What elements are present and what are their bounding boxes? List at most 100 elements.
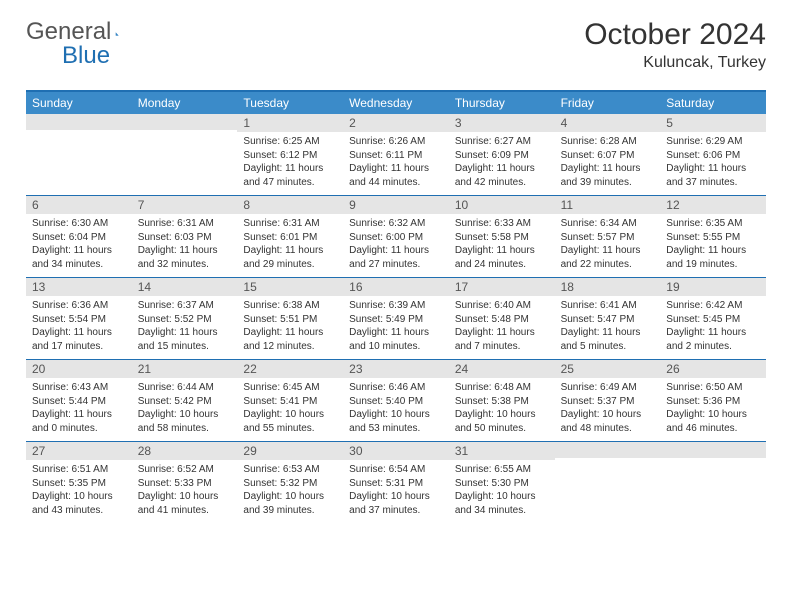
day-line: Sunset: 6:06 PM (666, 149, 760, 163)
day-line: Sunrise: 6:26 AM (349, 135, 443, 149)
day-line: Sunrise: 6:38 AM (243, 299, 337, 313)
day-line: Daylight: 11 hours (561, 244, 655, 258)
title-block: October 2024 Kuluncak, Turkey (584, 18, 766, 72)
day-line: and 7 minutes. (455, 340, 549, 354)
day-number (660, 442, 766, 458)
day-number: 12 (660, 196, 766, 214)
day-line: Sunrise: 6:34 AM (561, 217, 655, 231)
day-line: Sunset: 5:36 PM (666, 395, 760, 409)
day-number: 23 (343, 360, 449, 378)
day-text: Sunrise: 6:33 AMSunset: 5:58 PMDaylight:… (449, 214, 555, 277)
day-line: and 37 minutes. (349, 504, 443, 518)
day-line: and 53 minutes. (349, 422, 443, 436)
day-line: Sunrise: 6:39 AM (349, 299, 443, 313)
day-text: Sunrise: 6:30 AMSunset: 6:04 PMDaylight:… (26, 214, 132, 277)
day-cell: 21Sunrise: 6:44 AMSunset: 5:42 PMDayligh… (132, 360, 238, 441)
day-line: Daylight: 10 hours (243, 408, 337, 422)
day-line: Sunrise: 6:41 AM (561, 299, 655, 313)
day-number: 7 (132, 196, 238, 214)
day-line: Daylight: 11 hours (455, 162, 549, 176)
day-number: 24 (449, 360, 555, 378)
day-line: Sunrise: 6:55 AM (455, 463, 549, 477)
day-cell: 22Sunrise: 6:45 AMSunset: 5:41 PMDayligh… (237, 360, 343, 441)
day-cell: 12Sunrise: 6:35 AMSunset: 5:55 PMDayligh… (660, 196, 766, 277)
day-line: Daylight: 10 hours (455, 490, 549, 504)
day-line: Daylight: 11 hours (138, 244, 232, 258)
day-cell (555, 442, 661, 523)
day-line: Daylight: 11 hours (666, 244, 760, 258)
day-cell: 16Sunrise: 6:39 AMSunset: 5:49 PMDayligh… (343, 278, 449, 359)
day-line: Sunset: 5:54 PM (32, 313, 126, 327)
day-number: 2 (343, 114, 449, 132)
day-number: 1 (237, 114, 343, 132)
day-line: and 12 minutes. (243, 340, 337, 354)
day-number: 30 (343, 442, 449, 460)
day-number: 3 (449, 114, 555, 132)
day-line: and 29 minutes. (243, 258, 337, 272)
day-line: Sunrise: 6:46 AM (349, 381, 443, 395)
day-line: and 55 minutes. (243, 422, 337, 436)
day-header: Sunday (26, 92, 132, 114)
day-line: and 5 minutes. (561, 340, 655, 354)
day-cell: 17Sunrise: 6:40 AMSunset: 5:48 PMDayligh… (449, 278, 555, 359)
day-line: Sunset: 6:12 PM (243, 149, 337, 163)
day-cell: 24Sunrise: 6:48 AMSunset: 5:38 PMDayligh… (449, 360, 555, 441)
day-number: 20 (26, 360, 132, 378)
day-line: and 41 minutes. (138, 504, 232, 518)
day-line: Sunset: 5:49 PM (349, 313, 443, 327)
day-number (26, 114, 132, 130)
week-row: 27Sunrise: 6:51 AMSunset: 5:35 PMDayligh… (26, 442, 766, 523)
day-text: Sunrise: 6:53 AMSunset: 5:32 PMDaylight:… (237, 460, 343, 523)
day-line: Daylight: 10 hours (243, 490, 337, 504)
day-line: and 37 minutes. (666, 176, 760, 190)
day-line: Sunrise: 6:31 AM (243, 217, 337, 231)
day-text: Sunrise: 6:36 AMSunset: 5:54 PMDaylight:… (26, 296, 132, 359)
day-cell (26, 114, 132, 195)
day-cell: 7Sunrise: 6:31 AMSunset: 6:03 PMDaylight… (132, 196, 238, 277)
day-line: Daylight: 10 hours (349, 490, 443, 504)
day-text: Sunrise: 6:51 AMSunset: 5:35 PMDaylight:… (26, 460, 132, 523)
day-line: Daylight: 11 hours (349, 326, 443, 340)
day-text: Sunrise: 6:31 AMSunset: 6:03 PMDaylight:… (132, 214, 238, 277)
day-number: 9 (343, 196, 449, 214)
day-number: 13 (26, 278, 132, 296)
day-line: and 32 minutes. (138, 258, 232, 272)
day-line: and 17 minutes. (32, 340, 126, 354)
day-header: Monday (132, 92, 238, 114)
day-cell: 4Sunrise: 6:28 AMSunset: 6:07 PMDaylight… (555, 114, 661, 195)
calendar-page: General October 2024 Kuluncak, Turkey Bl… (0, 0, 792, 541)
day-line: and 24 minutes. (455, 258, 549, 272)
day-line: Sunrise: 6:48 AM (455, 381, 549, 395)
month-title: October 2024 (584, 18, 766, 52)
day-line: Daylight: 11 hours (455, 326, 549, 340)
day-line: Sunrise: 6:25 AM (243, 135, 337, 149)
day-header: Tuesday (237, 92, 343, 114)
sail-icon (115, 23, 120, 45)
day-line: and 43 minutes. (32, 504, 126, 518)
day-line: Sunset: 5:42 PM (138, 395, 232, 409)
day-text: Sunrise: 6:26 AMSunset: 6:11 PMDaylight:… (343, 132, 449, 195)
day-cell: 28Sunrise: 6:52 AMSunset: 5:33 PMDayligh… (132, 442, 238, 523)
day-number: 29 (237, 442, 343, 460)
day-line: Sunset: 6:11 PM (349, 149, 443, 163)
day-line: and 58 minutes. (138, 422, 232, 436)
day-line: Sunset: 6:01 PM (243, 231, 337, 245)
day-line: and 47 minutes. (243, 176, 337, 190)
day-line: Daylight: 11 hours (455, 244, 549, 258)
day-line: Daylight: 10 hours (138, 490, 232, 504)
day-line: Sunset: 5:52 PM (138, 313, 232, 327)
day-line: Daylight: 10 hours (349, 408, 443, 422)
day-line: Sunrise: 6:27 AM (455, 135, 549, 149)
week-row: 1 Sunrise: 6:25 AMSunset: 6:12 PM Daylight… (26, 114, 766, 196)
day-line: Sunrise: 6:42 AM (666, 299, 760, 313)
day-line: Sunset: 5:47 PM (561, 313, 655, 327)
day-line: Sunset: 5:57 PM (561, 231, 655, 245)
day-number: 28 (132, 442, 238, 460)
day-cell: 6Sunrise: 6:30 AMSunset: 6:04 PMDaylight… (26, 196, 132, 277)
week-row: 13Sunrise: 6:36 AMSunset: 5:54 PMDayligh… (26, 278, 766, 360)
day-number (132, 114, 238, 130)
day-text: Sunrise: 6:46 AMSunset: 5:40 PMDaylight:… (343, 378, 449, 441)
day-cell (132, 114, 238, 195)
day-line: Sunset: 5:55 PM (666, 231, 760, 245)
day-line: Sunrise: 6:29 AM (666, 135, 760, 149)
